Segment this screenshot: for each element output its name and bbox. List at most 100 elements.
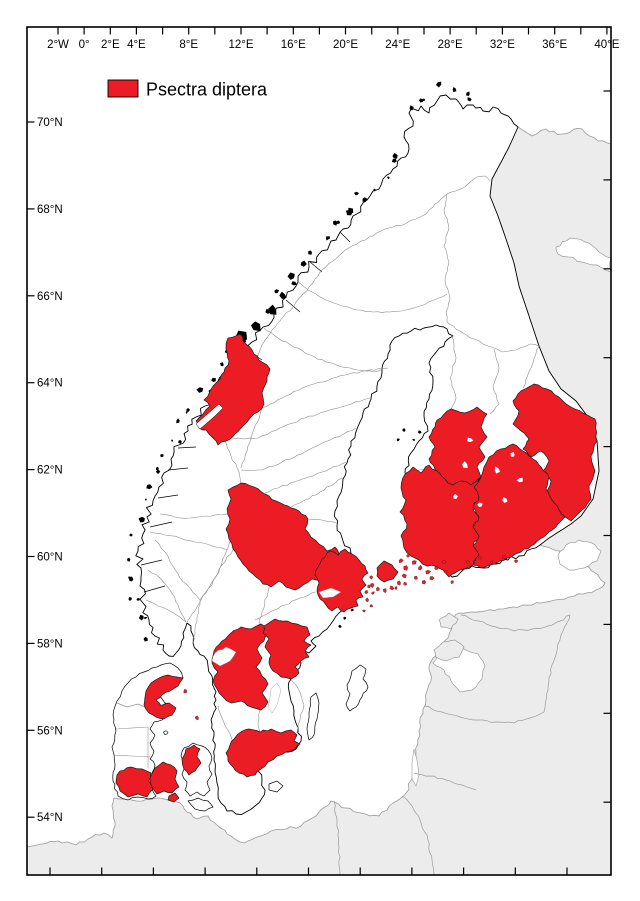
longitude-label: 2°E <box>101 39 120 51</box>
bornholm-island <box>268 780 284 793</box>
region-smaland-blekinge-sweden <box>225 728 301 778</box>
coastal-islet <box>391 158 397 163</box>
longitude-label: 28°E <box>438 39 463 51</box>
province-border <box>240 367 384 469</box>
foreign-land-layer <box>27 126 611 875</box>
longitude-label: 0° <box>79 39 90 51</box>
lake-vanern <box>211 646 237 667</box>
coastal-islet <box>350 608 354 612</box>
region-southwest-finland-uusimaa <box>399 464 482 578</box>
latitude-label: 68°N <box>37 204 63 216</box>
province-border <box>223 397 371 441</box>
province-border <box>149 531 228 551</box>
curonian-lagoon <box>411 748 420 787</box>
red-islet <box>465 560 470 564</box>
coastal-islet <box>418 430 422 434</box>
coastal-islet <box>435 81 442 88</box>
coastal-islet <box>300 260 307 267</box>
fjord-line <box>143 585 166 593</box>
lake-malaren <box>318 587 342 599</box>
latitude-label: 64°N <box>37 378 63 390</box>
coastal-islet <box>326 236 330 240</box>
region-aland-islands <box>376 560 399 583</box>
longitude-label: 12°E <box>228 39 253 51</box>
fjord-line <box>339 231 351 243</box>
coastal-islet <box>452 87 457 93</box>
red-islet <box>401 573 407 579</box>
province-border <box>115 726 149 730</box>
coastal-islet <box>129 533 133 537</box>
red-islet <box>502 554 506 559</box>
longitude-label: 16°E <box>281 39 306 51</box>
coastal-islet <box>422 98 426 102</box>
province-border <box>112 754 151 758</box>
country-border <box>543 614 571 713</box>
province-border <box>297 281 448 314</box>
red-islet <box>370 591 375 595</box>
coastal-islet <box>138 516 145 523</box>
longitude-label: 32°E <box>490 39 515 51</box>
coastal-islet <box>143 616 148 620</box>
coastal-islet <box>409 105 414 111</box>
longitude-label: 40°E <box>594 39 619 51</box>
coastal-islet <box>178 439 182 444</box>
coastal-islet <box>274 289 280 294</box>
country-border <box>460 614 571 632</box>
region-west-zealand-denmark <box>181 744 202 776</box>
province-border <box>289 677 305 734</box>
coastal-islet <box>419 98 424 103</box>
coastal-islet <box>127 557 131 562</box>
hiiumaa-island <box>438 612 459 630</box>
saaremaa-island <box>433 639 465 662</box>
white-sea-inlet <box>555 237 611 273</box>
longitude-label: 2°W <box>47 39 69 51</box>
red-islet <box>369 583 375 589</box>
coastal-islet <box>308 250 312 255</box>
coastal-islet <box>128 576 134 582</box>
coastal-islet <box>146 484 153 490</box>
province-border <box>240 427 357 471</box>
coastal-islet <box>291 281 297 286</box>
coastal-islet <box>176 418 180 424</box>
coastal-islet <box>268 304 277 315</box>
longitude-label: 4°E <box>127 39 146 51</box>
region-vastergotland-sweden <box>211 623 270 711</box>
samsoe-island <box>163 730 169 735</box>
red-islet <box>365 597 369 603</box>
lake <box>502 497 508 503</box>
coastal-islet <box>333 220 338 226</box>
region-funen-denmark <box>149 761 180 795</box>
latitude-label: 66°N <box>37 291 63 303</box>
fjord-line <box>167 467 189 471</box>
red-islet <box>425 569 431 575</box>
lake <box>462 461 468 468</box>
lake-vattern <box>267 682 282 714</box>
red-islet <box>194 715 199 721</box>
country-border <box>413 772 477 791</box>
fjord-line <box>157 494 179 499</box>
longitude-label: 24°E <box>385 39 410 51</box>
lakes-layer <box>195 403 523 714</box>
lolland-falster-denmark <box>187 797 214 812</box>
country-border <box>333 800 341 875</box>
region-central-finland <box>428 406 488 488</box>
province-border <box>154 539 201 601</box>
red-islet <box>183 688 187 694</box>
coastal-islet <box>211 377 216 383</box>
province-border <box>489 348 500 415</box>
oland-island <box>306 692 320 741</box>
coastal-islet <box>138 614 144 621</box>
province-border <box>308 518 338 524</box>
province-border <box>264 461 347 494</box>
longitude-label: 20°E <box>333 39 358 51</box>
lake <box>516 477 523 483</box>
coastal-islet <box>144 498 147 501</box>
red-islet <box>364 590 369 595</box>
red-islet <box>429 576 435 581</box>
province-border <box>522 345 540 389</box>
region-als-denmark <box>167 792 180 803</box>
legend-label: Psectra diptera <box>146 80 268 100</box>
region-ostergotland-sweden <box>262 618 312 680</box>
province-border <box>186 549 234 623</box>
